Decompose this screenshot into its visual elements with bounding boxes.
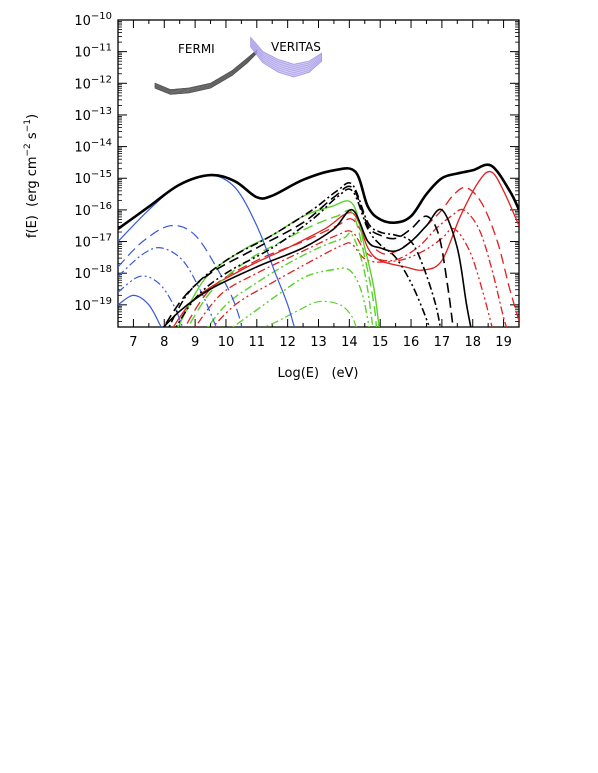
x-tick-label: 14 (341, 335, 358, 350)
series-line (118, 294, 162, 327)
series-line (172, 170, 519, 327)
y-axis-label-mid: s (25, 132, 40, 143)
y-tick-base: 10 (74, 267, 91, 282)
series-line (162, 208, 472, 327)
x-tick-label: 17 (434, 335, 451, 350)
y-tick-base: 10 (74, 14, 91, 29)
band-hatch (250, 46, 322, 78)
y-tick-exponent: −15 (91, 169, 112, 180)
y-tick-exponent: −13 (91, 106, 112, 117)
band-hatch (250, 41, 322, 71)
y-tick-labels: 10−1010−1110−1210−1310−1410−1510−1610−17… (74, 11, 112, 314)
band-hatch (154, 53, 258, 95)
series-line (194, 208, 508, 327)
y-tick-label: 10−14 (74, 138, 112, 156)
series-line (118, 275, 184, 327)
band-hatch (250, 40, 322, 69)
observation-bands (154, 36, 322, 95)
series-line (231, 267, 370, 327)
y-tick-exponent: −16 (91, 201, 112, 212)
y-tick-label: 10−17 (74, 233, 112, 251)
series-line (118, 224, 243, 327)
y-tick-base: 10 (74, 299, 91, 314)
y-tick-label: 10−13 (74, 106, 112, 124)
y-tick-base: 10 (74, 109, 91, 124)
band-hatch (250, 43, 322, 74)
series-line (118, 174, 295, 327)
series-line (118, 247, 217, 327)
model-curves (118, 163, 519, 327)
series-line (263, 300, 357, 327)
y-tick-base: 10 (74, 77, 91, 92)
band-hatch (250, 37, 322, 65)
series-line (162, 185, 454, 327)
y-axis-label-main: f(E) (erg cm (25, 156, 40, 238)
x-tick-label: 10 (218, 335, 235, 350)
x-tick-label: 9 (191, 335, 199, 350)
x-tick-label: 11 (249, 335, 266, 350)
band-hatch (250, 45, 322, 76)
series-line (177, 200, 380, 327)
y-tick-label: 10−12 (74, 74, 112, 92)
y-tick-exponent: −17 (91, 233, 112, 244)
y-tick-base: 10 (74, 172, 91, 187)
x-tick-label: 7 (129, 335, 137, 350)
annotation-fermi: FERMI (178, 42, 215, 56)
x-tick-label: 16 (403, 335, 420, 350)
y-tick-label: 10−16 (74, 201, 112, 219)
y-tick-exponent: −19 (91, 296, 112, 307)
y-tick-exponent: −18 (91, 264, 112, 275)
y-tick-label: 10−18 (74, 264, 112, 282)
y-tick-label: 10−10 (74, 11, 112, 29)
x-tick-label: 19 (495, 335, 512, 350)
band-hatch (154, 50, 258, 91)
band-hatch (154, 51, 258, 93)
x-tick-label: 18 (464, 335, 481, 350)
series-line (175, 188, 431, 327)
y-tick-base: 10 (74, 141, 91, 156)
x-tick-labels: 7 8 9 10 11 12 13 14 15 16 17 18 19 (129, 335, 512, 350)
x-tick-label: 8 (160, 335, 168, 350)
x-tick-label: 15 (372, 335, 389, 350)
x-tick-label: 12 (279, 335, 296, 350)
y-tick-exponent: −10 (91, 11, 112, 22)
annotation-veritas: VERITAS (271, 40, 321, 54)
y-axis-label-end: ) (25, 114, 40, 119)
series-line (212, 227, 493, 327)
y-axis-label: f(E) (erg cm−2 s−1) (23, 114, 40, 238)
series-line (187, 209, 378, 327)
band-hatch (154, 50, 258, 92)
y-tick-base: 10 (74, 236, 91, 251)
y-tick-label: 10−19 (74, 296, 112, 314)
y-tick-exponent: −14 (91, 138, 112, 149)
band-hatch (250, 38, 322, 67)
y-tick-base: 10 (74, 204, 91, 219)
y-axis-label-exp1: −2 (23, 143, 33, 156)
band-hatch (154, 49, 258, 90)
band-hatch (154, 51, 258, 94)
y-tick-label: 10−11 (74, 43, 112, 61)
y-axis-label-exp2: −1 (23, 119, 33, 132)
axis-ticks (117, 19, 520, 328)
series-line (207, 232, 374, 327)
x-axis-label: Log(E) (eV) (277, 366, 358, 381)
y-tick-base: 10 (74, 46, 91, 61)
y-tick-exponent: −12 (91, 74, 112, 85)
x-tick-label: 13 (310, 335, 327, 350)
series-line (118, 163, 519, 230)
band-hatch (154, 52, 258, 94)
y-tick-exponent: −11 (91, 43, 112, 54)
y-tick-label: 10−15 (74, 169, 112, 187)
svg-text:f(E) (erg cm−2 s−1): f(E) (erg cm−2 s−1) (23, 114, 40, 238)
